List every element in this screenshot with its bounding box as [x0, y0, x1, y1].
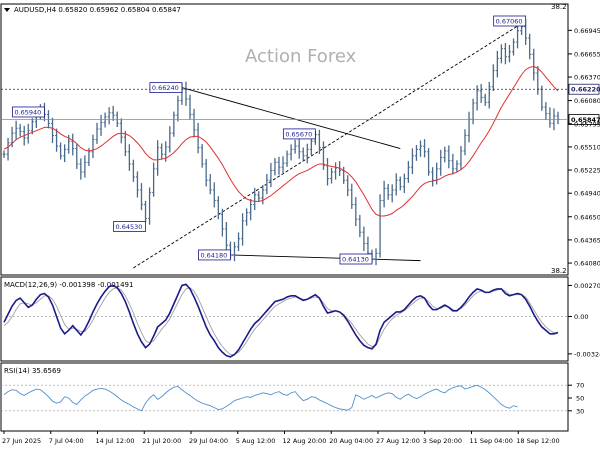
rsi-y-axis: 70 50 30 [568, 382, 584, 415]
price-y-tick-label: 0.66945 [574, 27, 600, 35]
macd-y-tick-label: 0.002702 [574, 282, 600, 290]
moving-average [3, 65, 559, 217]
price-panel-title: AUDUSD,H4 0.65820 0.65962 0.65804 0.6584… [14, 6, 181, 14]
macd-line [3, 283, 559, 358]
moving-average-line [3, 65, 559, 217]
x-tick-label: 18 Sep 12:00 [516, 437, 559, 445]
price-y-tick-label: 0.65225 [574, 167, 600, 175]
swing-label: 0.65670 [285, 130, 312, 138]
macd-signal-line [3, 287, 558, 355]
x-tick-label: 21 Jul 20:00 [142, 437, 181, 445]
price-y-tick-label: 0.64940 [574, 190, 600, 198]
price-level-label-box [568, 83, 600, 95]
swing-label: 0.64180 [200, 251, 227, 259]
price-y-tick-label: 0.66655 [574, 50, 600, 58]
macd-y-tick-label: 0.00 [574, 313, 588, 321]
swing-label-box [198, 249, 231, 261]
x-tick-label: 29 Jul 04:00 [189, 437, 228, 445]
swing-label-box [282, 128, 316, 140]
swing-label: 0.65940 [14, 108, 41, 116]
rsi-grid [1, 384, 568, 412]
macd-lines [3, 283, 559, 358]
macd-y-tick-label: -0.003241 [574, 350, 600, 358]
swing-label-box [12, 106, 45, 118]
swing-label: 0.66240 [152, 84, 179, 92]
macd-panel-title: MACD(12,26,9) -0.001398 -0.001491 [4, 281, 133, 289]
trendlines [133, 20, 526, 269]
swing-label: 0.64530 [116, 223, 143, 231]
price-y-axis: 0.64080 0.64365 0.64650 0.64940 0.65225 0.655… [568, 27, 600, 268]
price-level-label: 0.66220 [571, 86, 600, 94]
rsi-lines [3, 384, 518, 412]
x-tick-label: 12 Aug 20:00 [283, 437, 327, 445]
x-axis: 27 Jun 2025 7 Jul 04:00 14 Jul 12:00 21 Jul… [2, 431, 560, 445]
x-tick-label: 3 Sep 20:00 [423, 437, 462, 445]
watermark-text: Action Forex [245, 46, 357, 67]
swing-label-box [113, 221, 146, 232]
price-y-tick-label: 0.66370 [574, 74, 600, 82]
swing-label: 0.67060 [496, 17, 523, 25]
trendline [181, 87, 401, 149]
x-tick-label: 20 Aug 04:00 [329, 437, 373, 445]
trendline [133, 20, 526, 269]
swing-label-box [149, 82, 183, 94]
price-annotations: 0.65940 0.66240 0.64530 0.64180 0.65670 0.641… [12, 15, 527, 265]
price-y-tick-label: 0.64080 [574, 260, 600, 268]
macd-panel-frame [0, 276, 569, 362]
price-y-tick-label: 0.66080 [574, 97, 600, 105]
price-y-tick-label: 0.64650 [574, 213, 600, 221]
x-tick-label: 5 Aug 12:00 [236, 437, 276, 445]
price-level-label-box [568, 114, 600, 125]
price-y-tick-label: 0.65795 [574, 120, 600, 128]
rsi-y-tick-label: 50 [576, 395, 584, 403]
rsi-y-tick-label: 30 [576, 407, 584, 415]
rsi-panel-title: RSI(14) 35.6569 [4, 367, 61, 375]
collapse-arrow-icon[interactable] [4, 8, 10, 12]
price-markers: 0.66220 0.65847 [1, 83, 600, 125]
rsi-panel-frame [0, 362, 569, 432]
macd-y-axis: 0.002702 0.00 -0.003241 [568, 282, 600, 358]
x-tick-label: 7 Jul 04:00 [49, 437, 84, 445]
swing-label-box [339, 253, 373, 265]
x-tick-label: 11 Sep 04:00 [470, 437, 513, 445]
x-tick-label: 27 Aug 12:00 [376, 437, 420, 445]
trendline [230, 254, 421, 262]
x-tick-label: 14 Jul 12:00 [96, 437, 135, 445]
swing-label-box [493, 15, 527, 27]
price-axis-top-label: 38.2 [551, 3, 567, 11]
x-tick-label: 27 Jun 2025 [2, 437, 41, 445]
rsi-y-tick-label: 70 [576, 382, 584, 390]
swing-label: 0.64130 [342, 256, 369, 264]
price-panel-frame [0, 3, 569, 276]
price-axis-bottom-label: 38.2 [551, 267, 567, 275]
price-level-label: 0.65847 [571, 116, 600, 124]
rsi-line [3, 384, 518, 412]
price-y-tick-label: 0.65510 [574, 143, 600, 151]
price-y-tick-label: 0.64365 [574, 236, 600, 244]
